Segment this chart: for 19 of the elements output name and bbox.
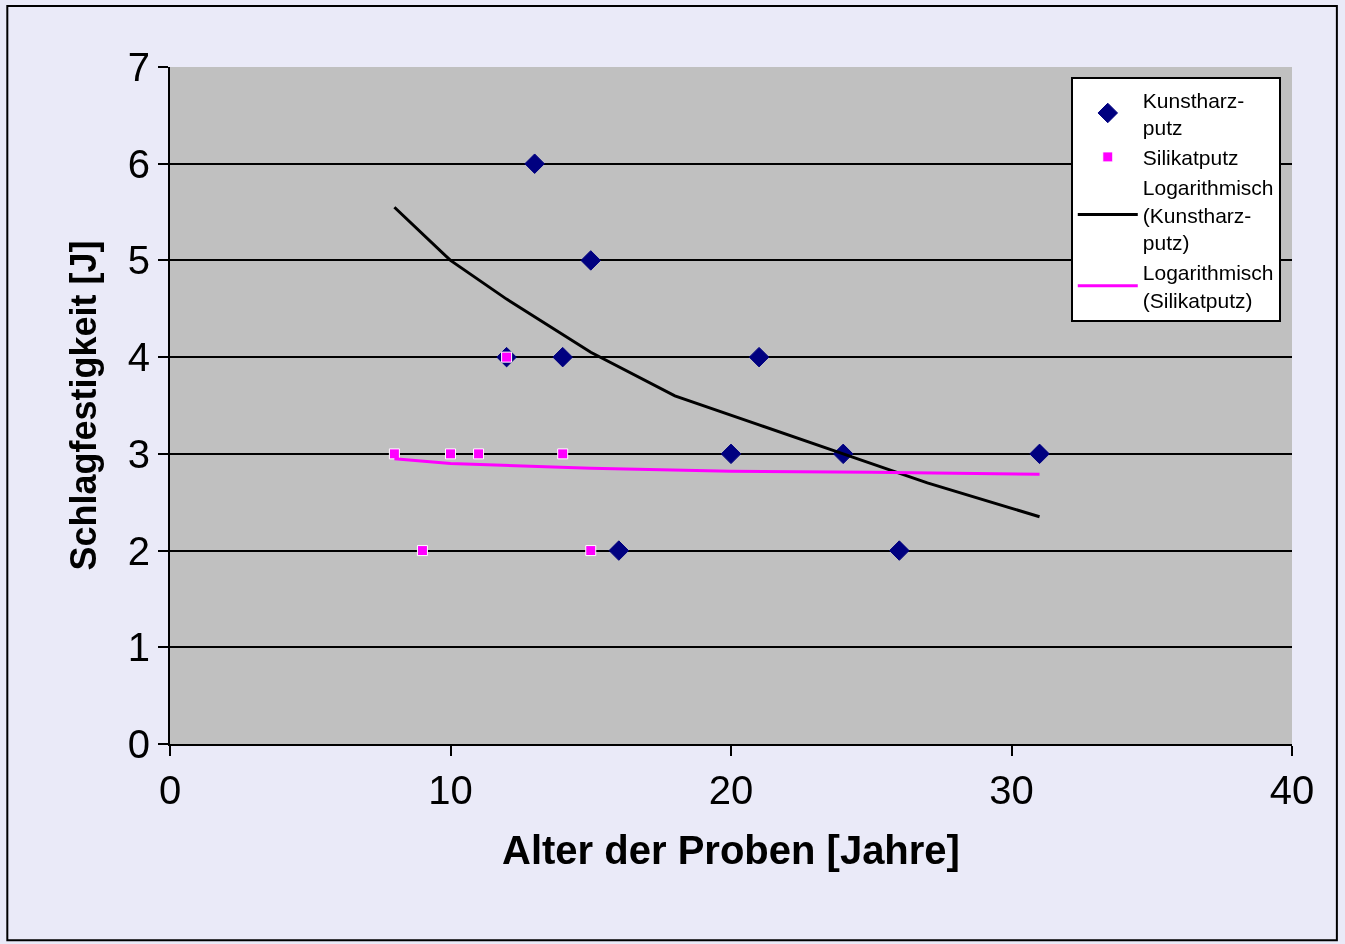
y-tick-label: 7 xyxy=(127,45,150,89)
y-tick-label: 4 xyxy=(127,335,150,380)
x-tick-label: 10 xyxy=(428,768,473,812)
legend-label: Silikatputz xyxy=(1142,146,1239,170)
x-tick-label: 20 xyxy=(708,768,754,812)
legend-label: Kunstharz- putz xyxy=(1142,88,1245,139)
y-tick-label: 0 xyxy=(127,722,150,766)
y-tick-label: 3 xyxy=(127,431,150,476)
x-tick-label: 30 xyxy=(989,768,1034,812)
y-tick-label: 2 xyxy=(127,528,150,573)
legend-label: Logarithmisch (Kunstharz- putz) xyxy=(1142,176,1274,254)
y-tick-label: 6 xyxy=(127,141,150,186)
x-tick-label: 0 xyxy=(158,768,182,812)
legend-label: Logarithmisch (Silikatputz) xyxy=(1142,261,1274,312)
y-tick-label: 1 xyxy=(127,625,150,670)
y-tick-label: 5 xyxy=(127,238,150,283)
y-axis-title: Schlagfestigkeit [J] xyxy=(63,240,105,571)
x-axis-title: Alter der Proben [Jahre] xyxy=(502,828,960,872)
x-tick-label: 40 xyxy=(1269,768,1315,812)
